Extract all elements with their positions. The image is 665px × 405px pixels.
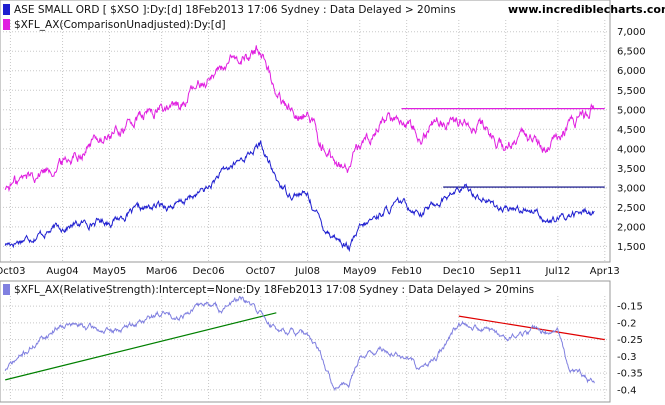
comparison-series-line [4, 45, 595, 193]
price-y-tick-label: 3,000 [617, 183, 646, 194]
price-y-tick-label: 1,500 [617, 242, 646, 253]
x-tick-label: Apr13 [590, 266, 620, 277]
x-tick-label: Dec10 [443, 266, 475, 277]
rs-y-tick-label: -0.3 [617, 352, 637, 363]
rs-panel-y-ticks: -0.15 -0.2 -0.25 -0.3 -0.35 -0.4 [617, 302, 643, 397]
price-panel-reference-lines [401, 108, 605, 188]
x-tick-label: Jul12 [544, 266, 570, 277]
rs-y-tick-label: -0.4 [617, 385, 637, 396]
price-y-tick-label: 3,500 [617, 164, 646, 175]
price-y-tick-label: 4,500 [617, 125, 646, 136]
price-panel-series [4, 45, 595, 253]
price-y-tick-label: 7,000 [617, 27, 646, 38]
legend-rs-label: $XFL_AX(RelativeStrength):Intercept=None… [14, 284, 534, 296]
x-tick-label: Feb10 [391, 266, 421, 277]
rs-panel-frame [0, 280, 611, 403]
x-tick-label: May05 [93, 266, 126, 277]
relative-strength-line [4, 295, 595, 392]
x-tick-label: Aug04 [46, 266, 78, 277]
x-tick-label: Mar06 [146, 266, 178, 277]
price-y-tick-label: 5,000 [617, 105, 646, 116]
x-tick-label: Oct03 [0, 266, 25, 277]
x-tick-label: May09 [343, 266, 376, 277]
price-y-tick-label: 2,500 [617, 203, 646, 214]
price-y-tick-label: 4,000 [617, 144, 646, 155]
price-y-tick-label: 2,000 [617, 222, 646, 233]
series-swatch-rs [3, 284, 10, 295]
x-tick-label: Dec06 [193, 266, 225, 277]
rising-trend-line [5, 312, 277, 381]
rs-y-tick-label: -0.2 [617, 318, 637, 329]
x-tick-label: Oct07 [246, 266, 276, 277]
series-swatch-comparison [3, 19, 10, 30]
main-series-line [4, 140, 595, 253]
price-y-tick-label: 5,500 [617, 86, 646, 97]
price-panel-frame [0, 0, 611, 263]
series-swatch-main [3, 4, 10, 15]
rs-panel-series [4, 295, 595, 392]
legend-main-label: ASE SMALL ORD [ $XSO ]:Dy:[d] 18Feb2013 … [14, 4, 456, 16]
x-tick-label: Jul08 [294, 266, 320, 277]
price-y-tick-label: 6,500 [617, 47, 646, 58]
rs-y-tick-label: -0.35 [617, 369, 643, 380]
rs-y-tick-label: -0.15 [617, 302, 643, 313]
price-y-tick-label: 6,000 [617, 66, 646, 77]
falling-trend-line [458, 315, 605, 341]
rs-panel-trend-lines [5, 312, 605, 381]
x-tick-label: Sep11 [490, 266, 522, 277]
price-panel-grid [0, 20, 610, 262]
source-url: www.incrediblecharts.com [508, 3, 665, 16]
price-panel-x-ticks: Oct03 Aug04 May05 Mar06 Dec06 Oct07 Jul08 May09… [0, 266, 620, 277]
rs-y-tick-label: -0.25 [617, 335, 643, 346]
legend-comparison-label: $XFL_AX(ComparisonUnadjusted):Dy:[d] [14, 19, 226, 31]
price-panel-y-ticks: 1,500 2,000 2,500 3,000 3,500 4,000 4,500 5,000… [617, 27, 646, 253]
